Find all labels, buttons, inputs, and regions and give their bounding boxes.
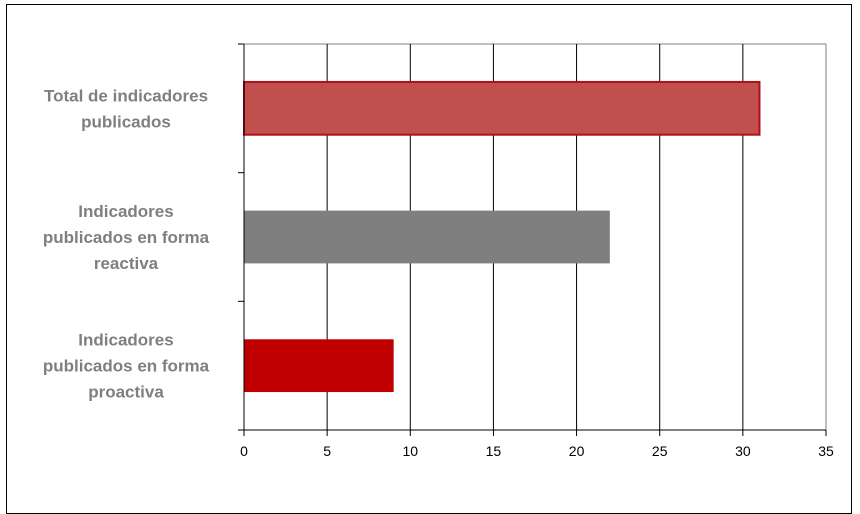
bars	[243, 80, 761, 393]
x-tick-label: 0	[240, 443, 248, 459]
bar-3	[244, 339, 394, 393]
x-tick-label: 15	[486, 443, 502, 459]
category-labels: Total de indicadores publicados Indicadore…	[43, 86, 210, 401]
category-label: Indicadores publicados en forma proactiva	[43, 331, 210, 402]
category-label-line: Total de indicadores	[44, 86, 208, 105]
category-label: Indicadores publicados en forma reactiva	[43, 202, 210, 273]
x-tick-label: 30	[735, 443, 751, 459]
x-tick-label: 35	[818, 443, 834, 459]
bar-2	[244, 210, 610, 264]
category-label-line: publicados	[81, 112, 171, 131]
category-label-line: reactiva	[94, 254, 159, 273]
category-label-line: publicados en forma	[43, 228, 210, 247]
bar-1	[243, 80, 761, 136]
category-label-line: publicados en forma	[43, 357, 210, 376]
x-tick-label: 10	[402, 443, 418, 459]
category-label: Total de indicadores publicados	[44, 86, 208, 131]
category-label-line: Indicadores	[78, 331, 173, 350]
x-tick-labels: 0 5 10 15 20 25 30 35	[240, 443, 834, 459]
x-tick-label: 25	[652, 443, 668, 459]
x-tick-label: 5	[323, 443, 331, 459]
category-label-line: proactiva	[88, 383, 164, 402]
x-tick-label: 20	[569, 443, 585, 459]
axes	[238, 43, 827, 436]
category-label-line: Indicadores	[78, 202, 173, 221]
